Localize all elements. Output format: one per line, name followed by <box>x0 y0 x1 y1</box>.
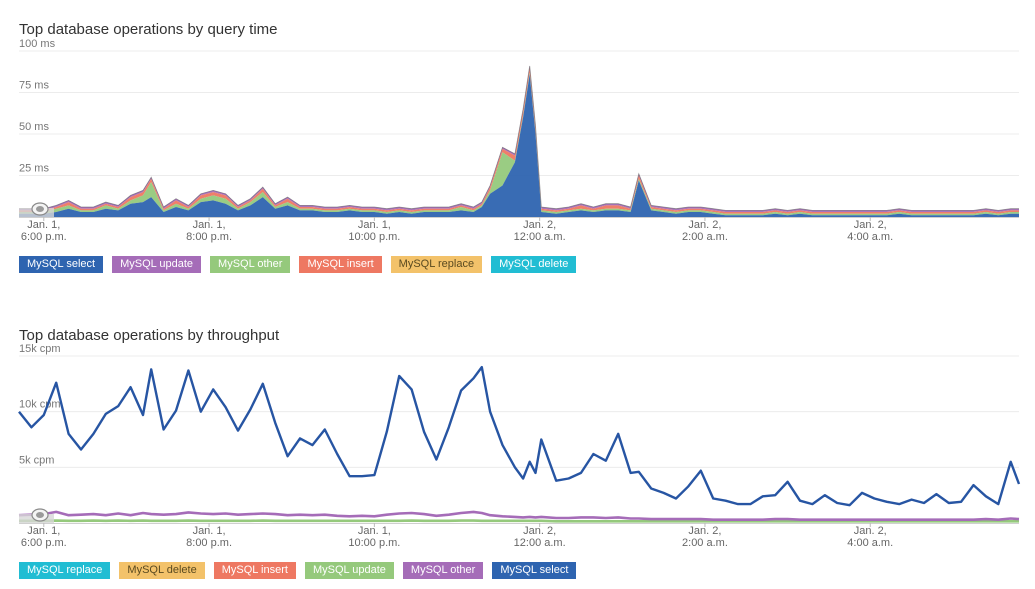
x-tick-time: 10:00 p.m. <box>348 231 400 243</box>
x-tick-date: Jan. 2, <box>688 525 721 537</box>
y-tick-label: 5k cpm <box>19 454 54 466</box>
throughput-panel: Top database operations by throughput 5k… <box>0 295 1035 589</box>
x-tick-time: 2:00 a.m. <box>682 537 728 549</box>
legend-item-mysql-other[interactable]: MySQL other <box>402 562 484 579</box>
query-time-panel: Top database operations by query time 25… <box>0 0 1035 295</box>
x-tick-date: Jan. 1, <box>27 525 60 537</box>
x-tick-date: Jan. 2, <box>688 219 721 231</box>
x-tick-time: 6:00 p.m. <box>21 231 67 243</box>
line-mysql-other[interactable] <box>18 510 1020 521</box>
query-time-areas <box>19 65 1019 217</box>
y-tick-label: 15k cpm <box>19 343 61 355</box>
range-handle-icon[interactable] <box>31 508 49 522</box>
x-tick-time: 12:00 a.m. <box>514 537 566 549</box>
legend-item-mysql-select[interactable]: MySQL select <box>19 256 104 273</box>
legend-item-mysql-other[interactable]: MySQL other <box>210 256 291 273</box>
throughput-lines <box>18 365 1021 523</box>
throughput-title: Top database operations by throughput <box>19 327 280 344</box>
legend-item-mysql-insert[interactable]: MySQL insert <box>213 562 296 579</box>
x-tick-date: Jan. 2, <box>523 219 556 231</box>
legend-item-mysql-replace[interactable]: MySQL replace <box>390 256 483 273</box>
x-tick-date: Jan. 2, <box>854 525 887 537</box>
x-tick-date: Jan. 1, <box>27 219 60 231</box>
legend-item-mysql-update[interactable]: MySQL update <box>112 256 202 273</box>
x-tick-time: 4:00 a.m. <box>847 231 893 243</box>
range-handle-icon[interactable] <box>31 202 49 216</box>
legend-item-mysql-insert[interactable]: MySQL insert <box>299 256 382 273</box>
x-tick-date: Jan. 1, <box>193 525 226 537</box>
x-tick-date: Jan. 1, <box>358 525 391 537</box>
line-mysql-select[interactable] <box>18 365 1021 507</box>
legend-item-mysql-delete[interactable]: MySQL delete <box>119 562 205 579</box>
legend-item-mysql-delete[interactable]: MySQL delete <box>491 256 577 273</box>
legend-item-mysql-update[interactable]: MySQL update <box>304 562 394 579</box>
y-tick-label: 25 ms <box>19 163 49 175</box>
area-mysql-select[interactable] <box>19 74 1019 217</box>
x-tick-time: 6:00 p.m. <box>21 537 67 549</box>
throughput-legend: MySQL replace MySQL delete MySQL insert MyS… <box>19 562 577 579</box>
area-stack-outline <box>19 65 1019 211</box>
x-tick-time: 4:00 a.m. <box>847 537 893 549</box>
x-tick-date: Jan. 2, <box>854 219 887 231</box>
y-tick-label: 10k cpm <box>19 399 61 411</box>
x-tick-time: 8:00 p.m. <box>186 231 232 243</box>
x-tick-time: 2:00 a.m. <box>682 231 728 243</box>
y-tick-label: 50 ms <box>19 121 49 133</box>
query-time-title: Top database operations by query time <box>19 21 278 38</box>
legend-item-mysql-replace[interactable]: MySQL replace <box>19 562 111 579</box>
x-tick-date: Jan. 1, <box>358 219 391 231</box>
x-tick-time: 8:00 p.m. <box>186 537 232 549</box>
x-tick-date: Jan. 1, <box>193 219 226 231</box>
x-tick-time: 10:00 p.m. <box>348 537 400 549</box>
query-time-legend: MySQL select MySQL update MySQL other MySQL… <box>19 256 577 273</box>
line-mysql-update[interactable] <box>19 519 1019 523</box>
legend-item-mysql-select[interactable]: MySQL select <box>492 562 577 579</box>
y-tick-label: 100 ms <box>19 38 56 50</box>
x-tick-time: 12:00 a.m. <box>514 231 566 243</box>
x-tick-date: Jan. 2, <box>523 525 556 537</box>
y-tick-label: 75 ms <box>19 80 49 92</box>
